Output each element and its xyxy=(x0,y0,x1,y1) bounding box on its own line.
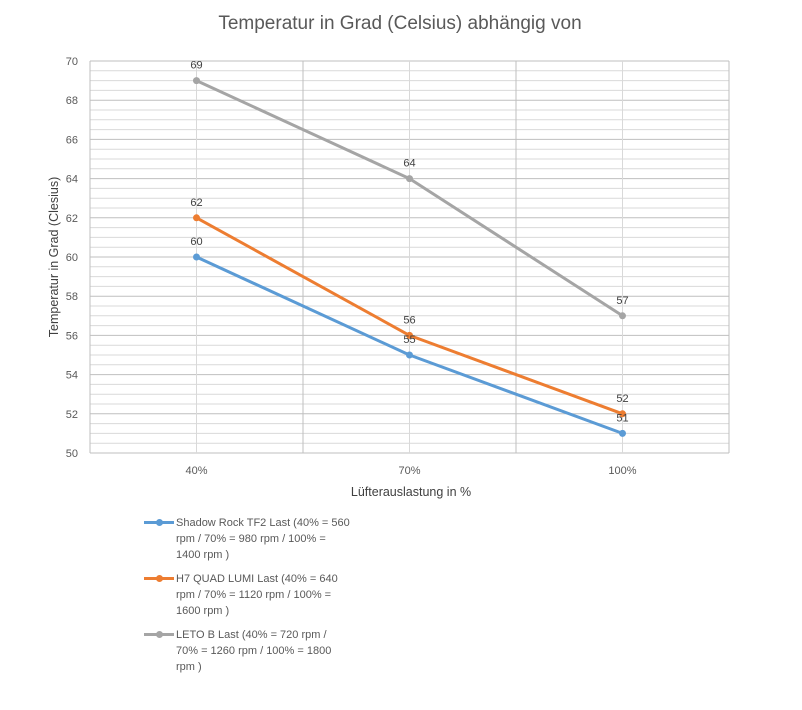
y-tick-label: 50 xyxy=(66,448,78,460)
data-point xyxy=(193,253,200,261)
data-label: 64 xyxy=(403,158,415,170)
legend-item: H7 QUAD LUMI Last (40% = 640 rpm / 70% =… xyxy=(140,571,350,619)
data-label: 55 xyxy=(403,334,415,346)
data-point xyxy=(193,77,200,85)
x-axis-label: Lüfterauslastung in % xyxy=(351,485,471,499)
legend-swatch xyxy=(144,519,174,526)
chart-title: Temperatur in Grad (Celsius) abhängig vo… xyxy=(218,13,581,34)
y-tick-label: 58 xyxy=(66,291,78,303)
data-label: 51 xyxy=(616,412,628,424)
data-point xyxy=(406,331,413,339)
grid xyxy=(89,60,730,454)
y-tick-label: 56 xyxy=(66,330,78,342)
data-point xyxy=(406,175,413,183)
x-tick-label: 100% xyxy=(608,465,636,477)
x-tick-label: 40% xyxy=(185,465,207,477)
data-label: 60 xyxy=(190,236,202,248)
data-label: 52 xyxy=(616,393,628,405)
legend-label: LETO B Last (40% = 720 rpm / 70% = 1260 … xyxy=(176,629,332,673)
data-point xyxy=(193,214,200,222)
y-tick-label: 52 xyxy=(66,409,78,421)
legend-swatch xyxy=(144,575,174,582)
y-tick-label: 60 xyxy=(66,252,78,264)
series-lines xyxy=(193,77,626,437)
y-tick-label: 62 xyxy=(66,213,78,225)
legend-swatch xyxy=(144,631,174,638)
y-tick-label: 70 xyxy=(66,56,78,68)
y-tick-label: 54 xyxy=(66,370,78,382)
legend-label: Shadow Rock TF2 Last (40% = 560 rpm / 70… xyxy=(176,517,350,561)
data-label: 56 xyxy=(403,314,415,326)
y-axis-label: Temperatur in Grad (Clesius) xyxy=(47,177,61,337)
legend: Shadow Rock TF2 Last (40% = 560 rpm / 70… xyxy=(140,515,350,683)
data-point xyxy=(619,429,626,437)
y-tick-label: 64 xyxy=(66,174,78,186)
legend-item: LETO B Last (40% = 720 rpm / 70% = 1260 … xyxy=(140,627,350,675)
data-label: 57 xyxy=(616,295,628,307)
data-label: 62 xyxy=(190,197,202,209)
legend-label: H7 QUAD LUMI Last (40% = 640 rpm / 70% =… xyxy=(176,573,338,617)
data-point xyxy=(619,312,626,320)
data-labels: 60 55 51 62 56 52 69 64 57 xyxy=(190,60,628,425)
x-axis-ticks: 40% 70% 100% xyxy=(185,465,636,477)
y-tick-label: 68 xyxy=(66,95,78,107)
x-tick-label: 70% xyxy=(398,465,420,477)
data-label: 69 xyxy=(190,60,202,72)
y-axis-ticks: 50 52 54 56 58 60 62 64 66 68 70 xyxy=(66,56,78,460)
data-point xyxy=(619,410,626,418)
data-point xyxy=(406,351,413,359)
y-tick-label: 66 xyxy=(66,134,78,146)
legend-item: Shadow Rock TF2 Last (40% = 560 rpm / 70… xyxy=(140,515,350,563)
